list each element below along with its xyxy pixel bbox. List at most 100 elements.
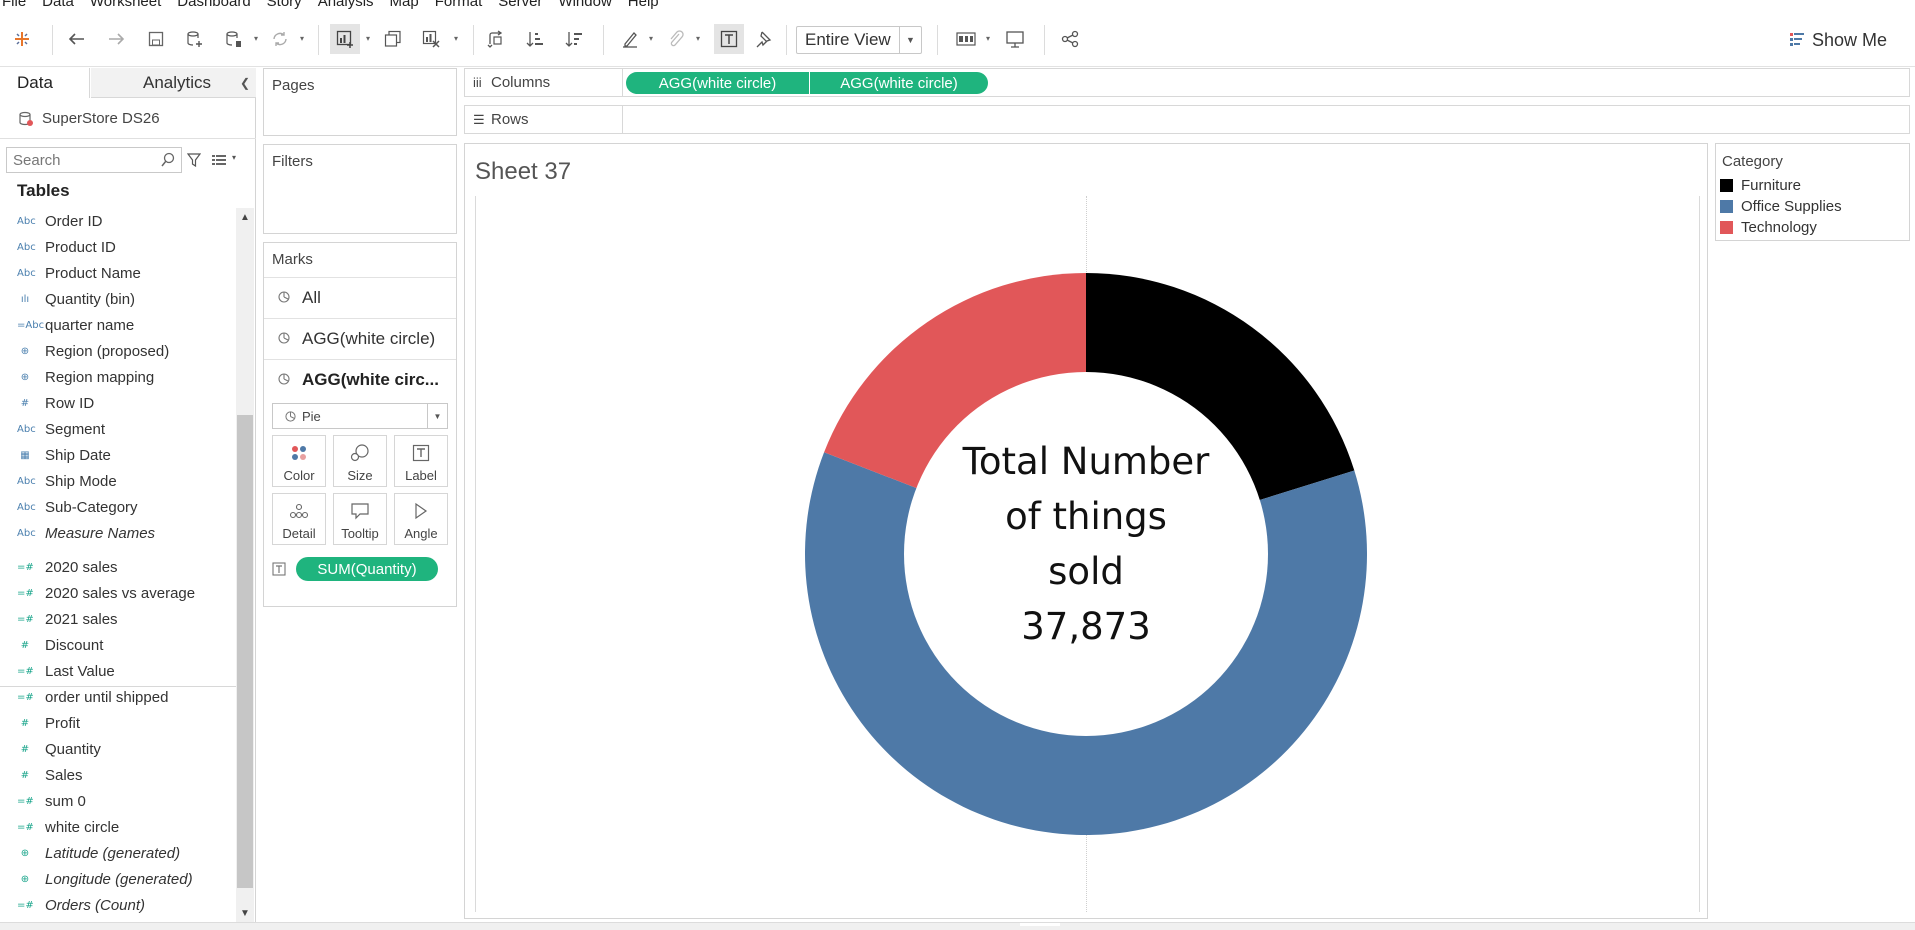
field-item[interactable]: Abc Product Name: [0, 260, 236, 286]
view-options-icon[interactable]: [212, 153, 228, 167]
group-members-icon[interactable]: [664, 27, 688, 51]
marks-layer-all[interactable]: All: [264, 277, 456, 317]
legend-item-technology[interactable]: Technology: [1720, 217, 1817, 237]
chevron-down-icon[interactable]: ▾: [985, 33, 990, 43]
field-item[interactable]: ⊕ Latitude (generated): [0, 840, 236, 866]
size-button[interactable]: Size: [333, 435, 387, 487]
field-item[interactable]: =Abc quarter name: [0, 312, 236, 338]
field-item[interactable]: ılı Quantity (bin): [0, 286, 236, 312]
duplicate-sheet-icon[interactable]: [381, 27, 405, 51]
search-input[interactable]: [7, 148, 157, 172]
sum-quantity-pill[interactable]: SUM(Quantity): [296, 557, 438, 581]
field-item[interactable]: # Quantity: [0, 736, 236, 762]
scroll-thumb[interactable]: [237, 415, 253, 888]
field-item[interactable]: # Profit: [0, 710, 236, 736]
tableau-logo-icon[interactable]: [10, 27, 34, 51]
field-item[interactable]: Abc Measure Names: [0, 520, 236, 546]
presentation-mode-icon[interactable]: [1003, 27, 1027, 51]
pause-updates-icon[interactable]: [222, 27, 246, 51]
menu-data[interactable]: Data: [42, 0, 74, 10]
chevron-down-icon[interactable]: ▼: [899, 27, 921, 53]
field-item[interactable]: Abc Sub-Category: [0, 494, 236, 520]
field-item[interactable]: # Sales: [0, 762, 236, 788]
column-pill-white-circle-2[interactable]: AGG(white circle): [810, 72, 988, 94]
legend-title[interactable]: Category: [1722, 153, 1783, 170]
tooltip-button[interactable]: Tooltip: [333, 493, 387, 545]
undo-icon[interactable]: [65, 27, 89, 51]
sort-descending-icon[interactable]: [562, 27, 586, 51]
swap-rows-columns-icon[interactable]: [484, 27, 508, 51]
fix-axes-icon[interactable]: [752, 27, 776, 51]
menu-map[interactable]: Map: [389, 0, 419, 10]
field-item[interactable]: =# order until shipped: [0, 684, 236, 710]
chevron-down-icon[interactable]: ▾: [365, 33, 370, 43]
rows-shelf[interactable]: ☰ Rows: [464, 105, 1910, 134]
chevron-down-icon[interactable]: ▾: [253, 33, 258, 43]
legend-item-office-supplies[interactable]: Office Supplies: [1720, 196, 1842, 216]
filters-shelf[interactable]: Filters: [263, 144, 457, 234]
show-cards-icon[interactable]: [954, 27, 978, 51]
search-icon[interactable]: [161, 152, 175, 168]
new-worksheet-icon[interactable]: [330, 24, 360, 54]
donut-chart[interactable]: [805, 273, 1367, 835]
field-item[interactable]: =# 2020 sales: [0, 554, 236, 580]
pages-shelf[interactable]: Pages: [263, 68, 457, 136]
chevron-down-icon[interactable]: ▾: [695, 33, 700, 43]
white-circle-overlay[interactable]: [904, 372, 1268, 736]
field-item[interactable]: =# 2021 sales: [0, 606, 236, 632]
menu-format[interactable]: Format: [434, 0, 483, 10]
chevron-down-icon[interactable]: ▾: [299, 33, 304, 43]
field-item[interactable]: Abc Product ID: [0, 234, 236, 260]
menu-help[interactable]: Help: [627, 0, 659, 10]
field-item[interactable]: ⊕ Longitude (generated): [0, 866, 236, 892]
field-item[interactable]: =# Orders (Count): [0, 892, 236, 918]
scroll-up-icon[interactable]: ▲: [240, 211, 250, 223]
field-item[interactable]: Abc Ship Mode: [0, 468, 236, 494]
scroll-down-icon[interactable]: ▼: [240, 907, 250, 919]
new-datasource-icon[interactable]: [183, 27, 207, 51]
redo-icon[interactable]: [104, 27, 128, 51]
angle-button[interactable]: Angle: [394, 493, 448, 545]
share-icon[interactable]: [1058, 27, 1082, 51]
field-item[interactable]: Abc Segment: [0, 416, 236, 442]
menu-story[interactable]: Story: [266, 0, 302, 10]
marks-layer-white-circle-2[interactable]: AGG(white circ...: [264, 359, 456, 399]
menu-window[interactable]: Window: [558, 0, 612, 10]
tab-data[interactable]: Data: [0, 68, 90, 98]
clear-sheet-icon[interactable]: [419, 27, 443, 51]
sheet-title[interactable]: Sheet 37: [475, 158, 572, 185]
sort-ascending-icon[interactable]: [523, 27, 547, 51]
show-mark-labels-icon[interactable]: [714, 24, 744, 54]
filter-icon[interactable]: [187, 153, 201, 167]
marks-layer-white-circle-1[interactable]: AGG(white circle): [264, 318, 456, 358]
field-item[interactable]: ⊕ Region (proposed): [0, 338, 236, 364]
field-item[interactable]: ▦ Ship Date: [0, 442, 236, 468]
color-button[interactable]: Color: [272, 435, 326, 487]
datasource-item[interactable]: SuperStore DS26: [0, 99, 256, 139]
field-item[interactable]: =# sum 0: [0, 788, 236, 814]
chevron-down-icon[interactable]: ▾: [232, 153, 237, 162]
field-item[interactable]: =# white circle: [0, 814, 236, 840]
menu-server[interactable]: Server: [498, 0, 543, 10]
menu-analysis[interactable]: Analysis: [317, 0, 374, 10]
legend-item-furniture[interactable]: Furniture: [1720, 175, 1801, 195]
field-item[interactable]: # Discount: [0, 632, 236, 658]
highlight-icon[interactable]: [618, 27, 642, 51]
chevron-down-icon[interactable]: ▾: [453, 33, 458, 43]
fit-dropdown[interactable]: Entire View ▼: [796, 26, 922, 54]
label-button[interactable]: Label: [394, 435, 448, 487]
field-item[interactable]: # Row ID: [0, 390, 236, 416]
mark-type-dropdown[interactable]: Pie ▼: [272, 403, 448, 429]
chevron-down-icon[interactable]: ▼: [427, 404, 447, 428]
field-item[interactable]: =# Last Value: [0, 658, 236, 684]
refresh-icon[interactable]: [268, 27, 292, 51]
save-icon[interactable]: [144, 27, 168, 51]
field-item[interactable]: ⊕ Region mapping: [0, 364, 236, 390]
detail-button[interactable]: Detail: [272, 493, 326, 545]
menu-dashboard[interactable]: Dashboard: [177, 0, 251, 10]
field-item[interactable]: Abc Order ID: [0, 208, 236, 234]
column-pill-white-circle-1[interactable]: AGG(white circle): [626, 72, 809, 94]
menu-file[interactable]: File: [2, 0, 27, 10]
field-item[interactable]: =# 2020 sales vs average: [0, 580, 236, 606]
chevron-left-icon[interactable]: ❮: [240, 76, 251, 90]
